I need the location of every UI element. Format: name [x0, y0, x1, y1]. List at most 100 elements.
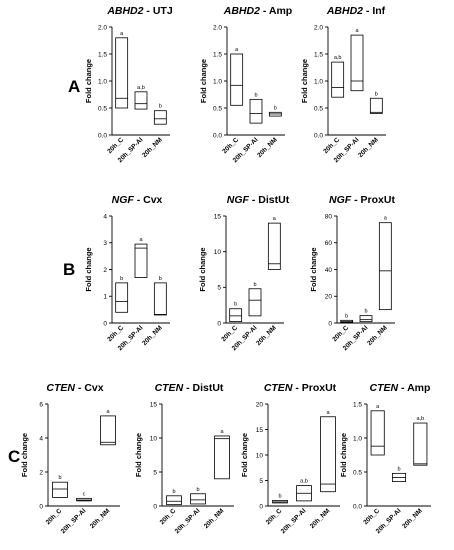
x-tick-label: 20h_NM: [309, 507, 332, 530]
title-tissue: Amp: [269, 5, 292, 17]
title-tissue: DistUt: [258, 194, 289, 206]
x-tick-label: 20h_NM: [401, 507, 424, 530]
y-tick-label: 0.0: [353, 503, 362, 510]
significance-label: b: [345, 313, 348, 319]
x-tick-label: 20h_C: [265, 507, 284, 526]
box-20h_c: [230, 53, 244, 106]
x-tick-label: 20h_C: [362, 507, 381, 526]
significance-label: b: [159, 104, 162, 110]
y-tick-label: 2.0: [213, 24, 222, 31]
y-tick-label: 10: [256, 452, 264, 459]
x-tick-label: 20h_NM: [141, 324, 164, 347]
chart-title: ABHD2 - Amp: [223, 5, 292, 17]
y-tick-label: 0: [153, 503, 157, 510]
significance-label: a: [235, 47, 239, 53]
title-tissue: ProxUt: [361, 194, 396, 206]
title-separator: -: [75, 382, 84, 394]
y-tick-label: 1.5: [213, 51, 222, 58]
x-tick-label: 20h_C: [159, 507, 178, 526]
title-tissue: Amp: [407, 382, 430, 394]
panel-letter-B: B: [63, 260, 75, 279]
x-tick-label: 20h_SP-AI: [174, 507, 202, 535]
title-tissue: UTJ: [153, 5, 173, 17]
chart-title: NGF - DistUt: [227, 194, 290, 206]
y-axis-label: Fold change: [198, 247, 207, 291]
y-tick-label: 0: [217, 320, 221, 327]
y-tick-label: 1.0: [213, 78, 222, 85]
x-tick-label: 20h_C: [45, 507, 64, 526]
y-tick-label: 0: [39, 503, 43, 510]
y-axis-label: Fold change: [300, 59, 309, 103]
significance-label: b: [278, 493, 281, 499]
y-tick-label: 0.5: [213, 105, 222, 112]
box-20h_c: [229, 308, 243, 322]
y-tick-label: 10: [150, 435, 158, 442]
y-tick-label: 5: [217, 285, 221, 292]
y-tick-label: 20: [325, 294, 333, 301]
y-tick-label: 15: [256, 427, 264, 434]
box-20h_nm: [153, 110, 167, 125]
significance-label: b: [397, 466, 400, 472]
x-tick-label: 20h_SP-AI: [60, 507, 88, 535]
y-tick-label: 60: [325, 240, 333, 247]
significance-label: b: [375, 91, 378, 97]
title-gene: CTEN: [155, 382, 184, 394]
box-20h_nm: [369, 97, 383, 114]
x-tick-label: 20h_NM: [366, 324, 389, 347]
title-tissue: Cvx: [84, 382, 103, 394]
significance-label: b: [253, 282, 256, 288]
significance-label: a: [326, 410, 330, 416]
title-separator: -: [260, 5, 269, 17]
title-gene: NGF: [329, 194, 352, 206]
box-20h_c: [370, 410, 385, 456]
y-tick-label: 6: [39, 401, 43, 408]
title-separator: -: [398, 382, 407, 394]
box-20h_nm: [153, 282, 167, 316]
chart-abhd2-inf: ABHD2 - Inf 0.0 0.5 1.0 1.5 2.0 Fold change a,b…: [300, 5, 386, 164]
y-tick-label: 1: [103, 294, 107, 301]
chart-title: ABHD2 - Inf: [326, 5, 386, 17]
title-gene: ABHD2: [106, 5, 143, 17]
panel-letter-A: A: [68, 77, 80, 96]
significance-label: a,b: [334, 55, 342, 61]
y-tick-label: 20: [256, 401, 264, 408]
y-tick-label: 2: [39, 469, 43, 476]
significance-label: b: [120, 276, 123, 282]
significance-label: a: [355, 28, 359, 34]
box-20h_sp-ai: [248, 288, 262, 317]
y-tick-label: 2: [103, 267, 107, 274]
title-separator: -: [363, 5, 372, 17]
significance-label: b: [159, 276, 162, 282]
y-tick-label: 5: [153, 469, 157, 476]
chart-title: CTEN - DistUt: [155, 382, 224, 394]
x-tick-label: 20h_NM: [203, 507, 226, 530]
title-separator: -: [143, 5, 152, 17]
y-tick-label: 0: [259, 503, 263, 510]
box-20h_sp-ai: [249, 98, 263, 124]
y-tick-label: 0.5: [353, 469, 362, 476]
y-axis-label: Fold change: [240, 433, 249, 477]
title-gene: NGF: [227, 194, 250, 206]
y-tick-label: 4: [39, 435, 43, 442]
y-tick-label: 1.0: [98, 78, 107, 85]
title-gene: CTEN: [264, 382, 293, 394]
box-20h_sp-ai: [134, 91, 148, 110]
y-tick-label: 1.5: [314, 51, 323, 58]
chart-title: NGF - ProxUt: [329, 194, 395, 206]
title-gene: CTEN: [370, 382, 399, 394]
y-tick-label: 0.0: [314, 132, 323, 139]
significance-label: c: [83, 491, 86, 497]
title-tissue: ProxUt: [302, 382, 337, 394]
chart-title: NGF - Cvx: [112, 194, 163, 206]
y-tick-label: 0.5: [314, 105, 323, 112]
y-tick-label: 40: [325, 267, 333, 274]
y-tick-label: 1.0: [314, 78, 323, 85]
box-20h_nm: [378, 222, 392, 311]
box-20h_nm: [320, 416, 336, 493]
title-separator: -: [292, 382, 301, 394]
title-separator: -: [351, 194, 360, 206]
box-20h_nm: [100, 415, 116, 446]
significance-label: a,b: [137, 85, 145, 91]
